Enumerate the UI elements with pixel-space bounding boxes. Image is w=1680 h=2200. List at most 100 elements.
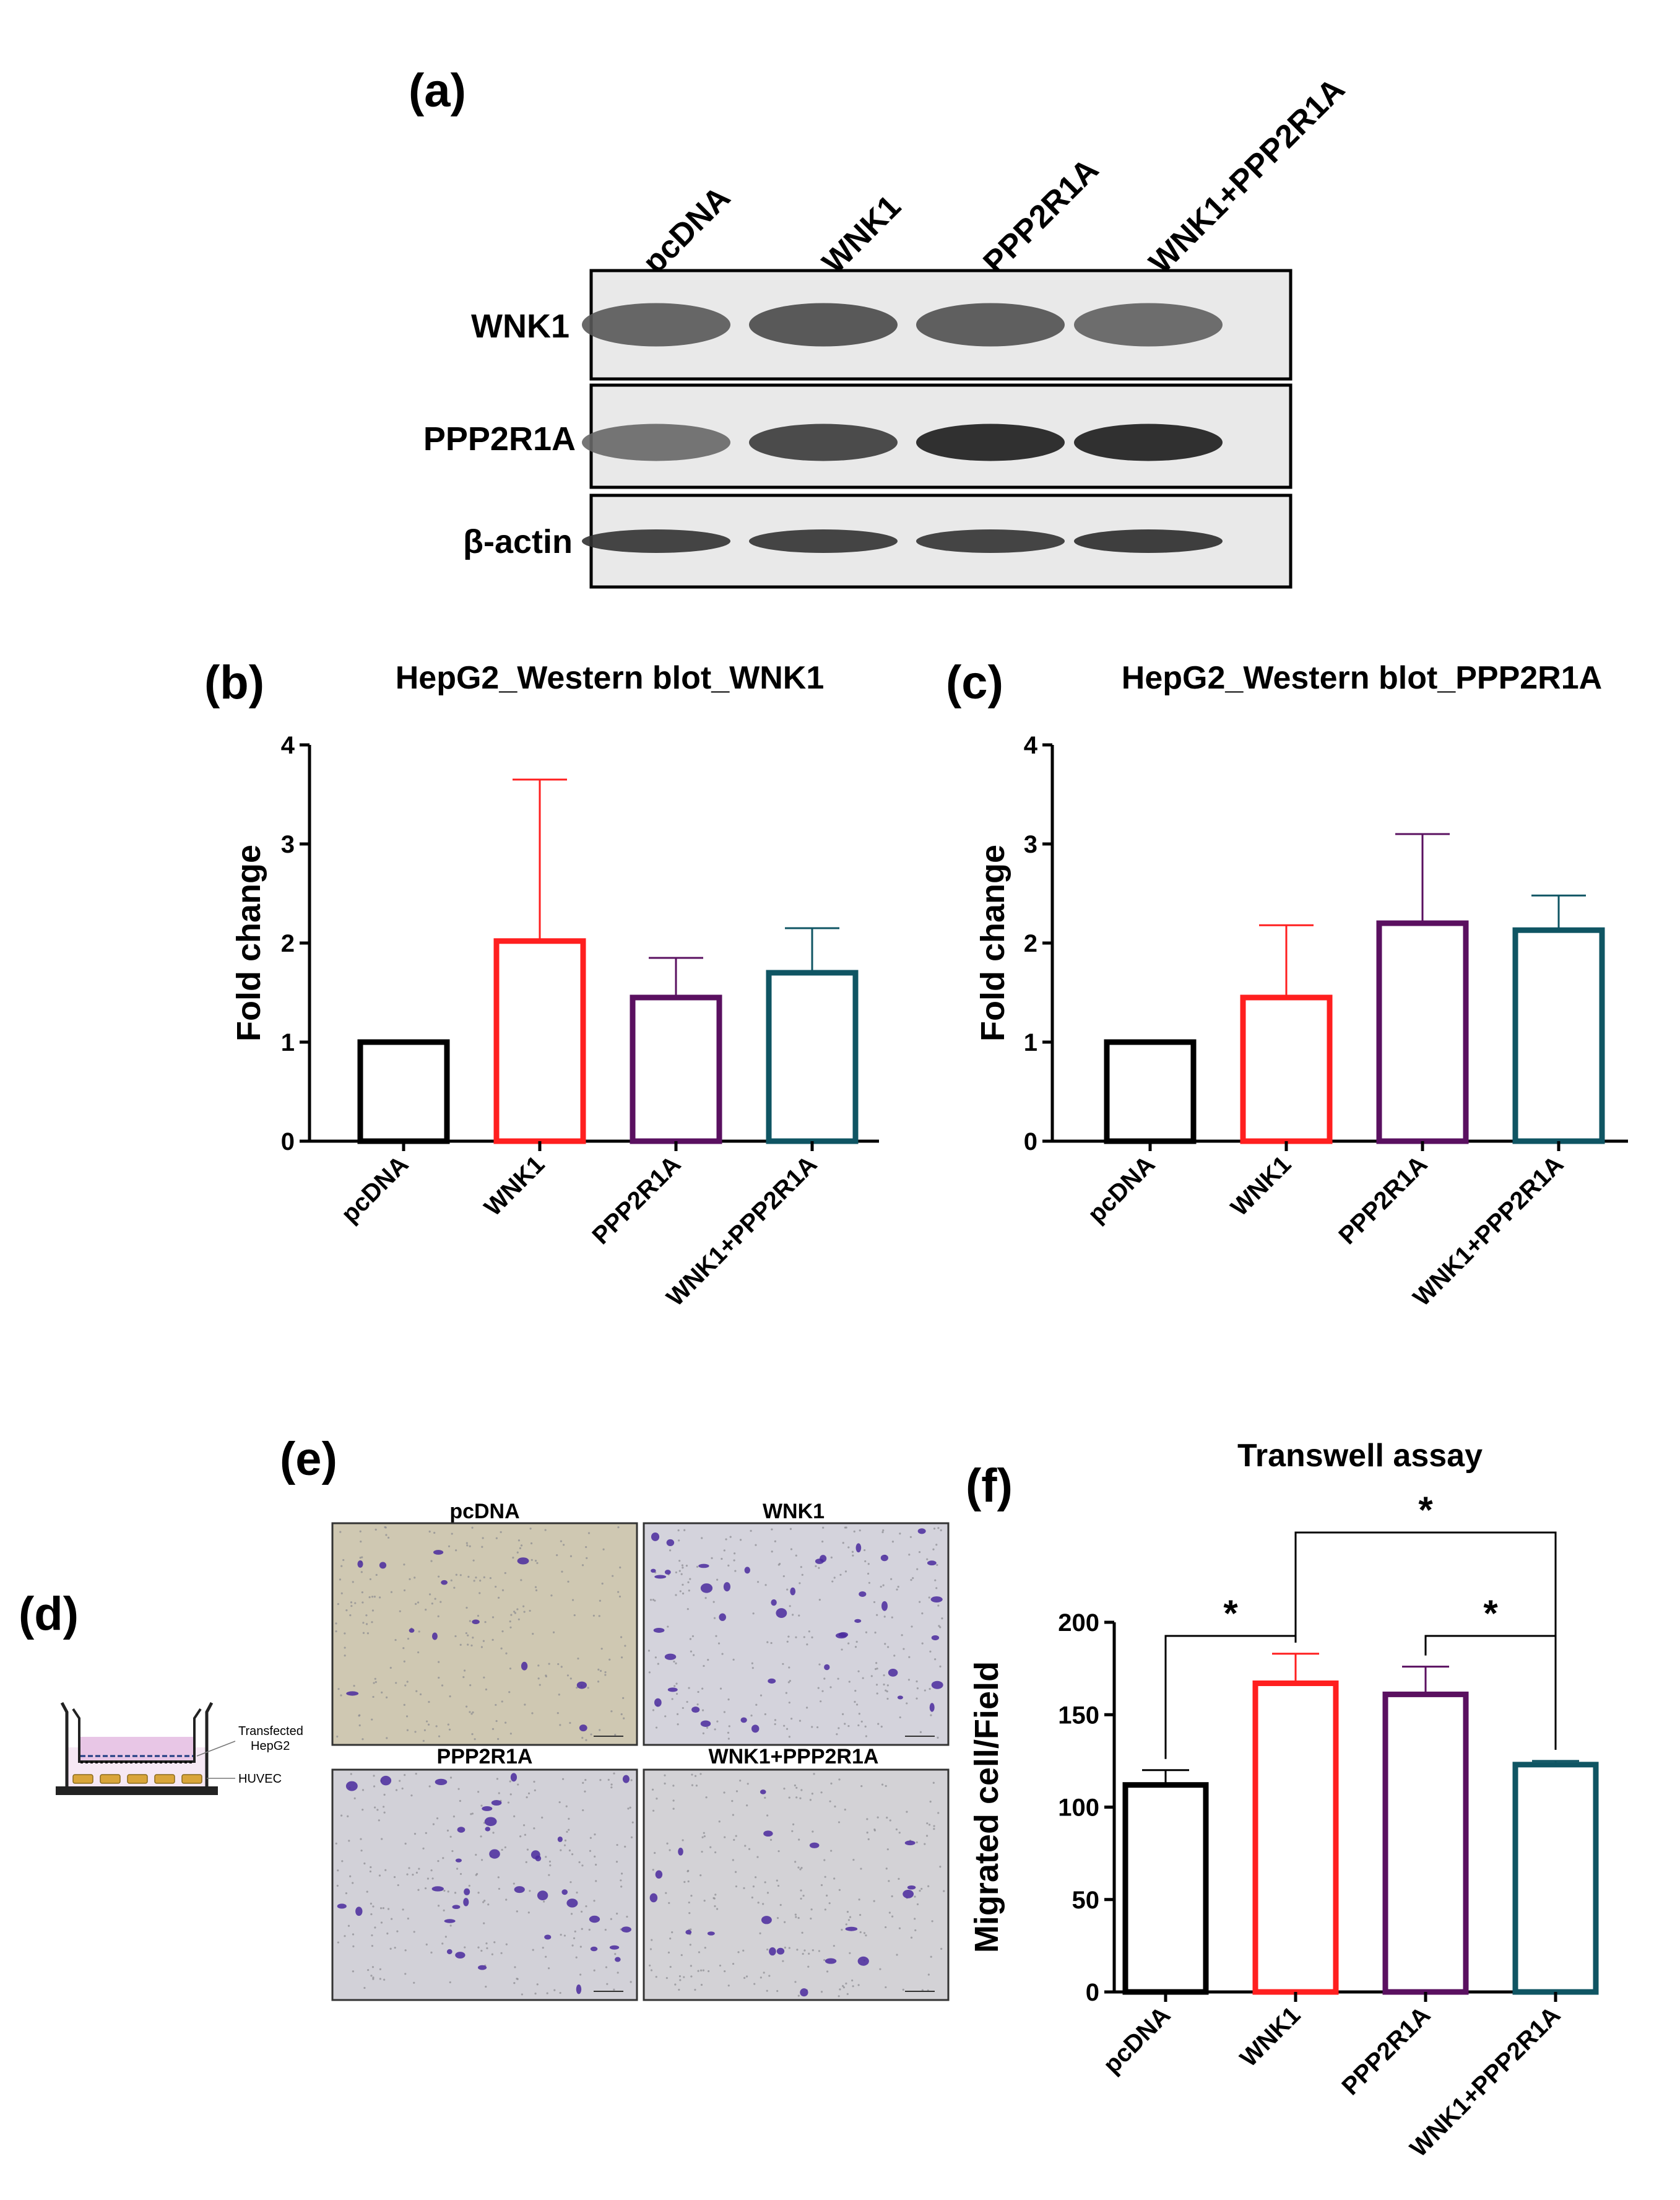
pore-speck xyxy=(702,1732,705,1734)
pore-speck xyxy=(708,1970,710,1973)
pore-speck xyxy=(370,1975,373,1977)
pore-speck xyxy=(404,1842,407,1845)
pore-speck xyxy=(473,1580,475,1582)
migrated-cell xyxy=(859,1591,867,1597)
pore-speck xyxy=(933,1828,935,1830)
pore-speck xyxy=(352,1933,355,1936)
pore-speck xyxy=(860,1785,863,1788)
pore-speck xyxy=(335,1622,337,1625)
pore-speck xyxy=(865,1631,868,1633)
pore-speck xyxy=(847,1724,850,1728)
pore-speck xyxy=(441,1942,444,1945)
pore-speck xyxy=(523,1611,526,1613)
pore-speck xyxy=(562,1544,565,1546)
pore-speck xyxy=(839,1573,842,1576)
plate-base xyxy=(56,1786,218,1795)
pore-speck xyxy=(470,1713,473,1715)
pore-speck xyxy=(844,1526,846,1529)
pore-speck xyxy=(482,1640,485,1642)
pore-speck xyxy=(368,1596,371,1599)
pore-speck xyxy=(855,1703,859,1706)
pore-speck xyxy=(425,1943,428,1946)
pore-speck xyxy=(745,1975,748,1978)
pore-speck xyxy=(652,1869,654,1871)
pore-speck xyxy=(800,1566,802,1568)
migrated-cell xyxy=(723,1582,730,1592)
pore-speck xyxy=(562,1778,565,1780)
pore-speck xyxy=(911,1625,913,1628)
pore-speck xyxy=(568,1849,571,1852)
pore-speck xyxy=(587,1532,591,1534)
pore-speck xyxy=(370,1902,372,1905)
pore-speck xyxy=(508,1691,511,1693)
pore-speck xyxy=(669,1849,671,1851)
pore-speck xyxy=(748,1848,751,1850)
pore-speck xyxy=(423,1729,426,1731)
bar-wnk1 xyxy=(493,938,586,1144)
pore-speck xyxy=(732,1962,735,1965)
pore-speck xyxy=(547,1967,550,1970)
pore-speck xyxy=(516,1910,518,1913)
y-tick-label: 0 xyxy=(281,1128,295,1155)
pore-speck xyxy=(629,1806,631,1809)
pore-speck xyxy=(399,1610,401,1612)
pore-speck xyxy=(824,1876,826,1878)
migrated-cell xyxy=(698,1563,709,1568)
pore-speck xyxy=(438,1661,440,1663)
pore-speck xyxy=(564,1839,567,1841)
pore-speck xyxy=(939,1665,942,1668)
pore-speck xyxy=(852,1554,854,1557)
chart-fold-change-ppp2r1a: HepG2_Western blot_PPP2R1A Fold change 0 1 2… xyxy=(974,660,1628,1311)
pore-speck xyxy=(520,1544,523,1547)
pore-speck xyxy=(608,1658,611,1661)
pore-speck xyxy=(493,1941,496,1944)
pore-speck xyxy=(891,1895,893,1898)
pore-speck xyxy=(701,1836,704,1838)
pore-speck xyxy=(665,1976,668,1980)
pore-speck xyxy=(886,1697,889,1700)
pore-speck xyxy=(565,1805,568,1807)
migrated-cell xyxy=(457,1827,465,1833)
pore-speck xyxy=(379,1968,382,1970)
y-axis-label: Fold change xyxy=(974,845,1011,1041)
migrated-cell xyxy=(651,1568,656,1573)
pore-speck xyxy=(815,1565,817,1567)
pore-speck xyxy=(732,1814,734,1816)
pore-speck xyxy=(810,1917,812,1920)
pore-speck xyxy=(707,1659,709,1661)
y-tick-label: 4 xyxy=(281,732,295,759)
migrated-cell xyxy=(888,1669,898,1677)
lane-label: PPP2R1A xyxy=(976,152,1106,281)
bar-wnk1 xyxy=(1252,1680,1339,1995)
pore-speck xyxy=(459,1872,462,1876)
pore-speck xyxy=(475,1576,477,1579)
pore-speck xyxy=(906,1702,908,1705)
pore-speck xyxy=(757,1902,760,1904)
pore-speck xyxy=(766,1989,768,1992)
pore-speck xyxy=(833,1944,835,1947)
pore-speck xyxy=(553,1989,556,1991)
pore-speck xyxy=(844,1808,846,1811)
migrated-cell xyxy=(446,1949,452,1955)
pore-speck xyxy=(412,1874,414,1876)
pore-speck xyxy=(536,1983,539,1986)
pore-speck xyxy=(454,1892,457,1894)
pore-speck xyxy=(584,1790,586,1793)
pore-speck xyxy=(664,1774,666,1776)
pore-speck xyxy=(721,1653,724,1655)
schematic-label: Transfected xyxy=(238,1724,303,1738)
pore-speck xyxy=(349,1614,352,1617)
pore-speck xyxy=(595,1880,597,1882)
pore-speck xyxy=(500,1647,503,1650)
blot-row-label: β-actin xyxy=(463,523,573,560)
pore-speck xyxy=(857,1984,860,1986)
pore-speck xyxy=(394,1946,396,1949)
pore-speck xyxy=(820,1991,823,1993)
pore-speck xyxy=(737,1951,740,1954)
pore-speck xyxy=(467,1634,469,1637)
pore-speck xyxy=(371,1609,375,1612)
pore-speck xyxy=(873,1900,875,1902)
pore-speck xyxy=(539,1684,541,1686)
pore-speck xyxy=(885,1689,887,1692)
pore-speck xyxy=(524,1833,527,1836)
